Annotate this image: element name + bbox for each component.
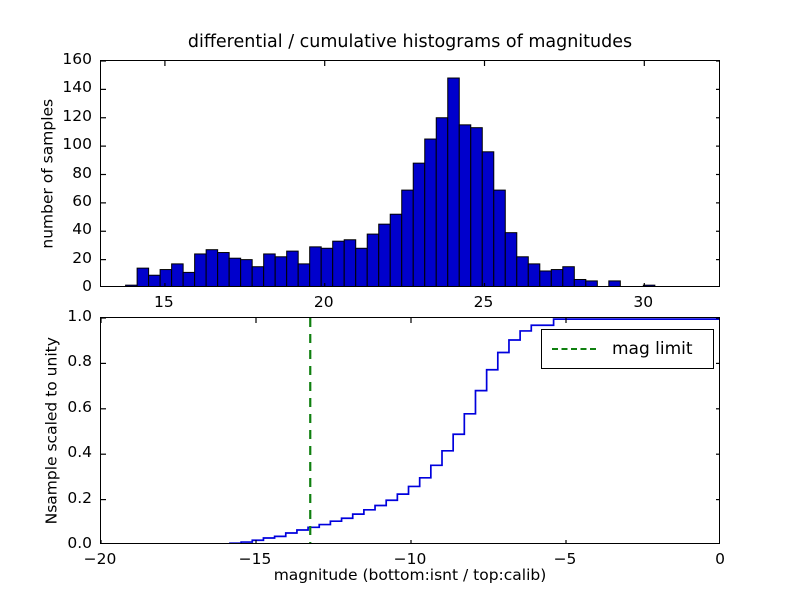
bottom-cumulative-plot-area	[101, 318, 719, 543]
y-tick-label: 40	[72, 220, 92, 239]
y-tick-label: 1.0	[67, 307, 92, 325]
histogram-bar	[171, 263, 184, 286]
histogram-bar	[274, 256, 288, 286]
histogram-bar	[412, 162, 426, 286]
histogram-bar	[182, 271, 196, 286]
histogram-bar	[286, 250, 299, 286]
histogram-bar	[516, 256, 529, 286]
y-tick-label: 20	[72, 248, 92, 267]
x-tick-label: 30	[633, 293, 654, 311]
histogram-bar	[251, 266, 265, 286]
cumulative-curve	[229, 318, 719, 543]
histogram-bar	[148, 274, 161, 286]
y-tick-label: 140	[62, 78, 92, 97]
histogram-bar	[389, 213, 403, 286]
histogram-bar	[642, 284, 656, 286]
x-tick-label: 0	[715, 550, 725, 568]
y-tick-label: 0.4	[67, 443, 92, 462]
histogram-bar	[504, 232, 518, 286]
histogram-bar	[573, 278, 587, 286]
y-tick-label: 120	[62, 106, 92, 125]
histogram-bar	[125, 284, 138, 286]
histogram-bar	[263, 253, 276, 286]
y-tick-label: 0.2	[67, 488, 92, 507]
histogram-bar	[228, 257, 242, 286]
histogram-bar	[447, 77, 460, 286]
histogram-bar	[320, 247, 334, 286]
x-tick-label: −5	[553, 550, 577, 568]
x-tick-label: −10	[393, 550, 427, 568]
histogram-bar	[481, 151, 495, 286]
y-tick-label: 100	[62, 135, 92, 154]
histogram-bar	[458, 124, 472, 286]
histogram-bar	[297, 263, 311, 286]
y-tick-label: 0.0	[67, 534, 92, 552]
y-tick-label: 0	[82, 277, 92, 295]
histogram-bar	[378, 223, 391, 286]
histogram-bar	[205, 249, 219, 286]
y-tick-label: 0.8	[67, 352, 92, 371]
histogram-bar	[527, 263, 541, 286]
page-title: differential / cumulative histograms of …	[187, 32, 633, 52]
x-tick-label: 15	[154, 293, 174, 311]
histogram-bar	[332, 240, 345, 286]
histogram-bar	[493, 189, 506, 286]
histogram-bar	[194, 253, 207, 286]
x-tick-label: 25	[473, 293, 494, 311]
legend-item-label: mag limit	[612, 338, 693, 359]
histogram-bar	[366, 233, 380, 286]
legend[interactable]: mag limit	[541, 329, 714, 369]
x-tick-label: −20	[83, 550, 117, 568]
histogram-bar	[470, 127, 483, 286]
histogram-bar	[309, 246, 322, 286]
histogram-bar	[562, 266, 575, 286]
histogram-bar	[424, 138, 437, 286]
histogram-bar	[136, 267, 150, 286]
histogram-bar	[608, 280, 621, 286]
histogram-bar	[240, 259, 253, 286]
histogram-bar	[159, 269, 173, 286]
histogram-bar	[217, 252, 230, 286]
x-tick-label: −15	[238, 550, 272, 568]
histogram-bar	[550, 269, 564, 286]
y-tick-label: 60	[72, 191, 92, 210]
histogram-bar	[585, 280, 598, 286]
x-tick-label: 20	[313, 293, 334, 311]
histogram-bar	[355, 247, 368, 286]
bottom-x-axis-label: magnitude (bottom:isnt / top:calib)	[273, 566, 547, 584]
y-tick-label: 160	[62, 50, 92, 68]
histogram-bar	[401, 189, 414, 286]
y-tick-label: 0.6	[67, 397, 92, 416]
top-histogram-axes	[100, 60, 720, 287]
histogram-bar	[435, 117, 449, 286]
y-tick-label: 80	[72, 163, 92, 182]
mag-limit-legend-swatch-icon	[552, 348, 596, 350]
top-histogram-plot-area	[101, 61, 719, 286]
histogram-bar	[343, 239, 357, 286]
histogram-bar	[539, 270, 552, 286]
